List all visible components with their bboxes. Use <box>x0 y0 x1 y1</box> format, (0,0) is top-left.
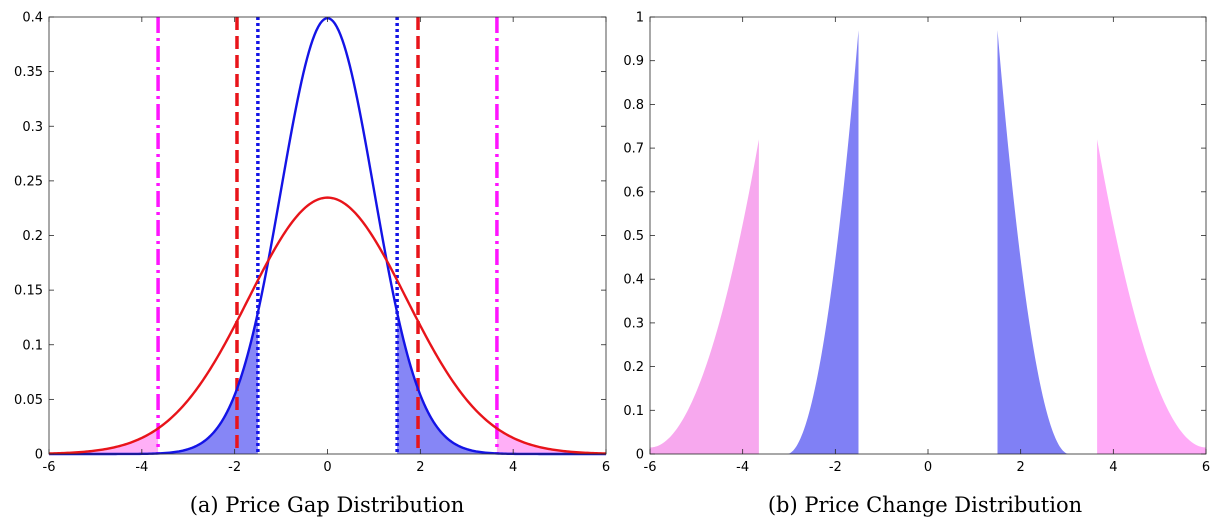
a-ytick-label: 0.4 <box>22 11 43 26</box>
caption-a: (a) Price Gap Distribution <box>190 493 465 517</box>
shaded-region-3 <box>496 428 606 454</box>
b-xtick-label: -4 <box>736 460 749 475</box>
a-axes-box <box>48 16 607 455</box>
series-red-curve <box>48 196 607 455</box>
a-ytick-label: 0 <box>35 448 43 463</box>
area-2 <box>997 30 1070 455</box>
a-ytick-label: 0.15 <box>14 284 43 299</box>
b-ytick-label: 1 <box>636 11 644 26</box>
b-xtick-label: 0 <box>924 460 932 475</box>
a-ytick-label: 0.3 <box>22 120 43 135</box>
b-ytick-label: 0.9 <box>623 54 644 69</box>
a-ytick-label: 0.2 <box>22 229 43 244</box>
b-xtick-label: 6 <box>1202 460 1210 475</box>
shaded-region-2 <box>49 428 159 454</box>
b-ytick-label: 0 <box>636 448 644 463</box>
area-1 <box>786 30 859 455</box>
caption-b: (b) Price Change Distribution <box>768 493 1082 517</box>
b-xtick-label: 4 <box>1109 460 1117 475</box>
a-xtick-label: 2 <box>416 460 424 475</box>
b-ytick-label: 0.2 <box>623 360 644 375</box>
b-ytick-label: 0.3 <box>623 316 644 331</box>
a-xtick-label: 0 <box>323 460 331 475</box>
area-3 <box>1097 139 1206 455</box>
series-blue-curve <box>49 16 606 456</box>
b-ytick-label: 0.4 <box>623 273 644 288</box>
panel-a-price-gap: -6 -4 -2 0 2 4 6 0 0.05 0.1 0.15 0.2 0.25 0.3 0.35 0.4 <box>14 11 610 476</box>
a-xtick-label: -6 <box>43 460 56 475</box>
a-xtick-label: 6 <box>602 460 610 475</box>
area-0 <box>650 139 759 455</box>
a-xtick-label: 4 <box>509 460 517 475</box>
b-xtick-label: -2 <box>829 460 842 475</box>
b-xtick-label: -6 <box>644 460 657 475</box>
a-ytick-label: 0.1 <box>22 338 43 353</box>
b-xtick-label: 2 <box>1017 460 1025 475</box>
a-ytick-label: 0.35 <box>14 65 43 80</box>
b-ytick-label: 0.1 <box>623 404 644 419</box>
b-ytick-label: 0.5 <box>623 229 644 244</box>
panel-b-price-change: -6 -4 -2 0 2 4 6 0 0.1 0.2 0.3 0.4 0.5 0.6 0.7 0.8 0.9 1 <box>623 11 1210 476</box>
a-xtick-label: -4 <box>135 460 148 475</box>
b-ytick-label: 0.7 <box>623 142 644 157</box>
b-ytick-label: 0.8 <box>623 98 644 113</box>
a-ytick-label: 0.25 <box>14 174 43 189</box>
b-ytick-label: 0.6 <box>623 185 644 200</box>
a-xtick-label: -2 <box>228 460 241 475</box>
a-ytick-label: 0.05 <box>14 393 43 408</box>
